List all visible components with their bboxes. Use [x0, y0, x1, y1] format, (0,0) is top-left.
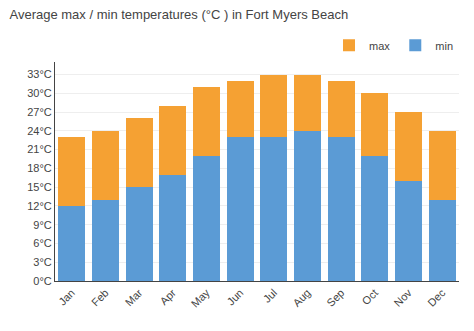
svg-text:21°C: 21°C: [27, 143, 52, 155]
svg-text:Jul: Jul: [261, 287, 279, 305]
svg-text:15°C: 15°C: [27, 181, 52, 193]
svg-text:Mar: Mar: [123, 286, 145, 308]
svg-text:9°C: 9°C: [33, 219, 52, 231]
svg-text:18°C: 18°C: [27, 162, 52, 174]
svg-text:0°C: 0°C: [33, 275, 52, 287]
svg-text:Dec: Dec: [425, 286, 448, 309]
svg-text:Apr: Apr: [158, 286, 179, 307]
svg-text:6°C: 6°C: [33, 237, 52, 249]
svg-text:Jun: Jun: [224, 287, 245, 308]
svg-text:min: min: [435, 40, 453, 52]
svg-text:Oct: Oct: [360, 287, 381, 308]
svg-text:3°C: 3°C: [33, 256, 52, 268]
svg-text:Sep: Sep: [324, 287, 346, 309]
svg-text:Nov: Nov: [391, 286, 414, 309]
svg-text:max: max: [369, 40, 390, 52]
svg-text:24°C: 24°C: [27, 125, 52, 137]
svg-text:30°C: 30°C: [27, 87, 52, 99]
svg-text:Feb: Feb: [89, 287, 111, 309]
svg-text:Jan: Jan: [56, 287, 77, 308]
svg-text:12°C: 12°C: [27, 200, 52, 212]
svg-text:Average max / min temperatures: Average max / min temperatures (°C ) in …: [9, 7, 348, 22]
svg-text:Aug: Aug: [290, 287, 312, 309]
svg-text:27°C: 27°C: [27, 106, 52, 118]
svg-text:33°C: 33°C: [27, 68, 52, 80]
svg-text:May: May: [189, 286, 213, 310]
